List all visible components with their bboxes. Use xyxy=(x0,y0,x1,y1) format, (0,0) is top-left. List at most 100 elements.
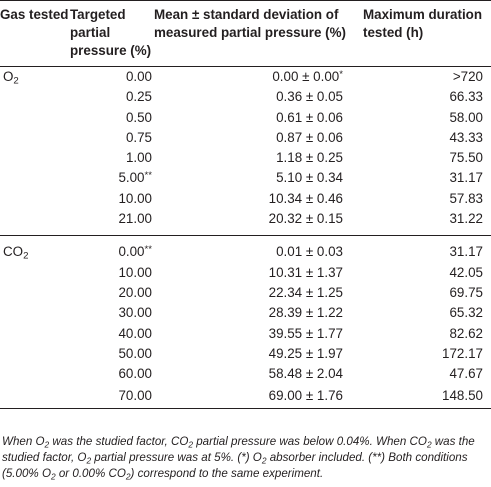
measured-pressure-value: 39.55 ± 1.77 xyxy=(268,325,343,341)
measured-pressure-cell: 10.31 ± 1.37 xyxy=(154,263,363,283)
targeted-pressure-value: 30.00 xyxy=(118,305,152,321)
measured-pressure-value: 10.34 ± 0.46 xyxy=(268,190,343,206)
measured-pressure-cell: 0.61 ± 0.06 xyxy=(154,108,363,128)
data-table: Gas tested Targeted partial pressure (%)… xyxy=(0,0,491,410)
gas-name: O xyxy=(3,69,14,84)
footnote-subscript: 2 xyxy=(261,455,267,466)
gas-cell xyxy=(0,148,70,168)
measured-pressure-cell: 0.00 ± 0.00* xyxy=(154,67,363,88)
targeted-pressure-value: 1.00 xyxy=(125,150,152,166)
measured-pressure-value: 22.34 ± 1.25 xyxy=(268,284,343,300)
table-row: 50.00 49.25 ± 1.97 172.17 xyxy=(0,344,491,364)
header-measured-partial-pressure: Mean ± standard deviation of measured pa… xyxy=(154,0,363,67)
targeted-pressure-value: 70.00 xyxy=(118,388,152,404)
measured-pressure-value: 58.48 ± 2.04 xyxy=(268,366,343,382)
targeted-pressure-cell: 40.00 xyxy=(70,324,154,344)
gas-name: CO xyxy=(3,244,24,260)
max-duration-cell: 31.17 xyxy=(363,242,491,262)
table-row: 60.00 58.48 ± 2.04 47.67 xyxy=(0,364,491,384)
measured-pressure-cell: 39.55 ± 1.77 xyxy=(154,324,363,344)
targeted-pressure-cell: 5.00** xyxy=(70,168,154,188)
max-duration-value: 31.17 xyxy=(449,170,483,186)
targeted-pressure-value: 0.00 xyxy=(125,69,152,84)
gas-cell xyxy=(0,263,70,283)
targeted-pressure-value: 5.00 xyxy=(118,170,145,186)
targeted-pressure-cell: 0.25 xyxy=(70,87,154,107)
measured-pressure-value: 49.25 ± 1.97 xyxy=(268,345,343,361)
measured-pressure-cell: 49.25 ± 1.97 xyxy=(154,344,363,364)
table-row: 20.00 22.34 ± 1.25 69.75 xyxy=(0,283,491,303)
footnote-subscript: 2 xyxy=(86,455,92,466)
measured-pressure-value: 0.87 ± 0.06 xyxy=(276,129,343,145)
measured-pressure-cell: 69.00 ± 1.76 xyxy=(154,384,363,410)
gas-cell xyxy=(0,324,70,344)
measured-pressure-cell: 22.34 ± 1.25 xyxy=(154,283,363,303)
gas-cell xyxy=(0,108,70,128)
footnote-text: absorber included. (**) Both conditions … xyxy=(2,451,468,480)
header-gas-tested: Gas tested xyxy=(0,0,70,67)
table-row: 21.00 20.32 ± 0.15 31.22 xyxy=(0,209,491,229)
targeted-pressure-cell: 60.00 xyxy=(70,364,154,384)
gas-cell: CO2 xyxy=(0,242,70,262)
measured-pressure-cell: 58.48 ± 2.04 xyxy=(154,364,363,384)
targeted-pressure-value: 20.00 xyxy=(118,284,152,300)
gas-subscript: 2 xyxy=(23,251,29,263)
table-row: CO2 0.00** 0.01 ± 0.03 31.17 xyxy=(0,242,491,262)
max-duration-value: 43.33 xyxy=(449,129,483,145)
table-row: 5.00** 5.10 ± 0.34 31.17 xyxy=(0,168,491,188)
targeted-pressure-cell: 21.00 xyxy=(70,209,154,229)
max-duration-value: 148.50 xyxy=(442,388,483,404)
targeted-pressure-value: 60.00 xyxy=(118,366,152,382)
max-duration-value: 31.22 xyxy=(449,211,483,227)
targeted-pressure-value: 40.00 xyxy=(118,325,152,341)
footnote-mark: ** xyxy=(144,244,153,256)
header-targeted-partial-pressure: Targeted partial pressure (%) xyxy=(70,0,154,67)
footnote-mark: * xyxy=(339,69,343,81)
max-duration-value: 66.33 xyxy=(449,89,483,105)
max-duration-value: 57.83 xyxy=(449,190,483,206)
max-duration-value: 42.05 xyxy=(449,264,483,280)
table-row: 0.25 0.36 ± 0.05 66.33 xyxy=(0,87,491,107)
targeted-pressure-cell: 0.00** xyxy=(70,242,154,262)
gas-cell: O2 xyxy=(0,67,70,88)
max-duration-cell: 58.00 xyxy=(363,108,491,128)
max-duration-cell: >720 xyxy=(363,67,491,88)
table-row: 70.00 69.00 ± 1.76 148.50 xyxy=(0,384,491,410)
targeted-pressure-value: 50.00 xyxy=(118,345,152,361)
measured-pressure-value: 0.36 ± 0.05 xyxy=(276,89,343,105)
footnote-text: When O xyxy=(2,435,45,448)
targeted-pressure-value: 0.75 xyxy=(125,129,152,145)
measured-pressure-cell: 10.34 ± 0.46 xyxy=(154,189,363,209)
measured-pressure-cell: 20.32 ± 0.15 xyxy=(154,209,363,229)
footnote-text: partial pressure was below 0.04%. When C… xyxy=(193,435,427,448)
table-row: O2 0.00 0.00 ± 0.00* >720 xyxy=(0,67,491,88)
measured-pressure-value: 10.31 ± 1.37 xyxy=(268,264,343,280)
measured-pressure-cell: 5.10 ± 0.34 xyxy=(154,168,363,188)
footnote-subscript: 2 xyxy=(50,471,56,482)
gas-cell xyxy=(0,128,70,148)
targeted-pressure-value: 21.00 xyxy=(118,211,152,227)
table-row: 10.00 10.34 ± 0.46 57.83 xyxy=(0,189,491,209)
gas-cell xyxy=(0,364,70,384)
max-duration-cell: 75.50 xyxy=(363,148,491,168)
footnote-text: partial pressure was at 5%. (*) O xyxy=(91,451,262,464)
footnote-text: was the studied factor, CO xyxy=(49,435,189,448)
targeted-pressure-value: 0.00 xyxy=(118,244,145,260)
gas-cell xyxy=(0,87,70,107)
max-duration-value: 47.67 xyxy=(449,366,483,382)
max-duration-cell: 65.32 xyxy=(363,303,491,323)
measured-pressure-value: 5.10 ± 0.34 xyxy=(276,170,343,186)
measured-pressure-value: 0.00 ± 0.00 xyxy=(272,69,340,84)
footnote-subscript: 2 xyxy=(44,439,50,450)
targeted-pressure-value: 0.25 xyxy=(125,89,152,105)
targeted-pressure-cell: 0.50 xyxy=(70,108,154,128)
measured-pressure-value: 69.00 ± 1.76 xyxy=(268,388,343,404)
max-duration-cell: 66.33 xyxy=(363,87,491,107)
targeted-pressure-cell: 1.00 xyxy=(70,148,154,168)
max-duration-value: 65.32 xyxy=(449,305,483,321)
table-row: 10.00 10.31 ± 1.37 42.05 xyxy=(0,263,491,283)
max-duration-value: 58.00 xyxy=(449,109,483,125)
max-duration-cell: 57.83 xyxy=(363,189,491,209)
footnote-mark: ** xyxy=(144,170,153,182)
gas-cell xyxy=(0,344,70,364)
